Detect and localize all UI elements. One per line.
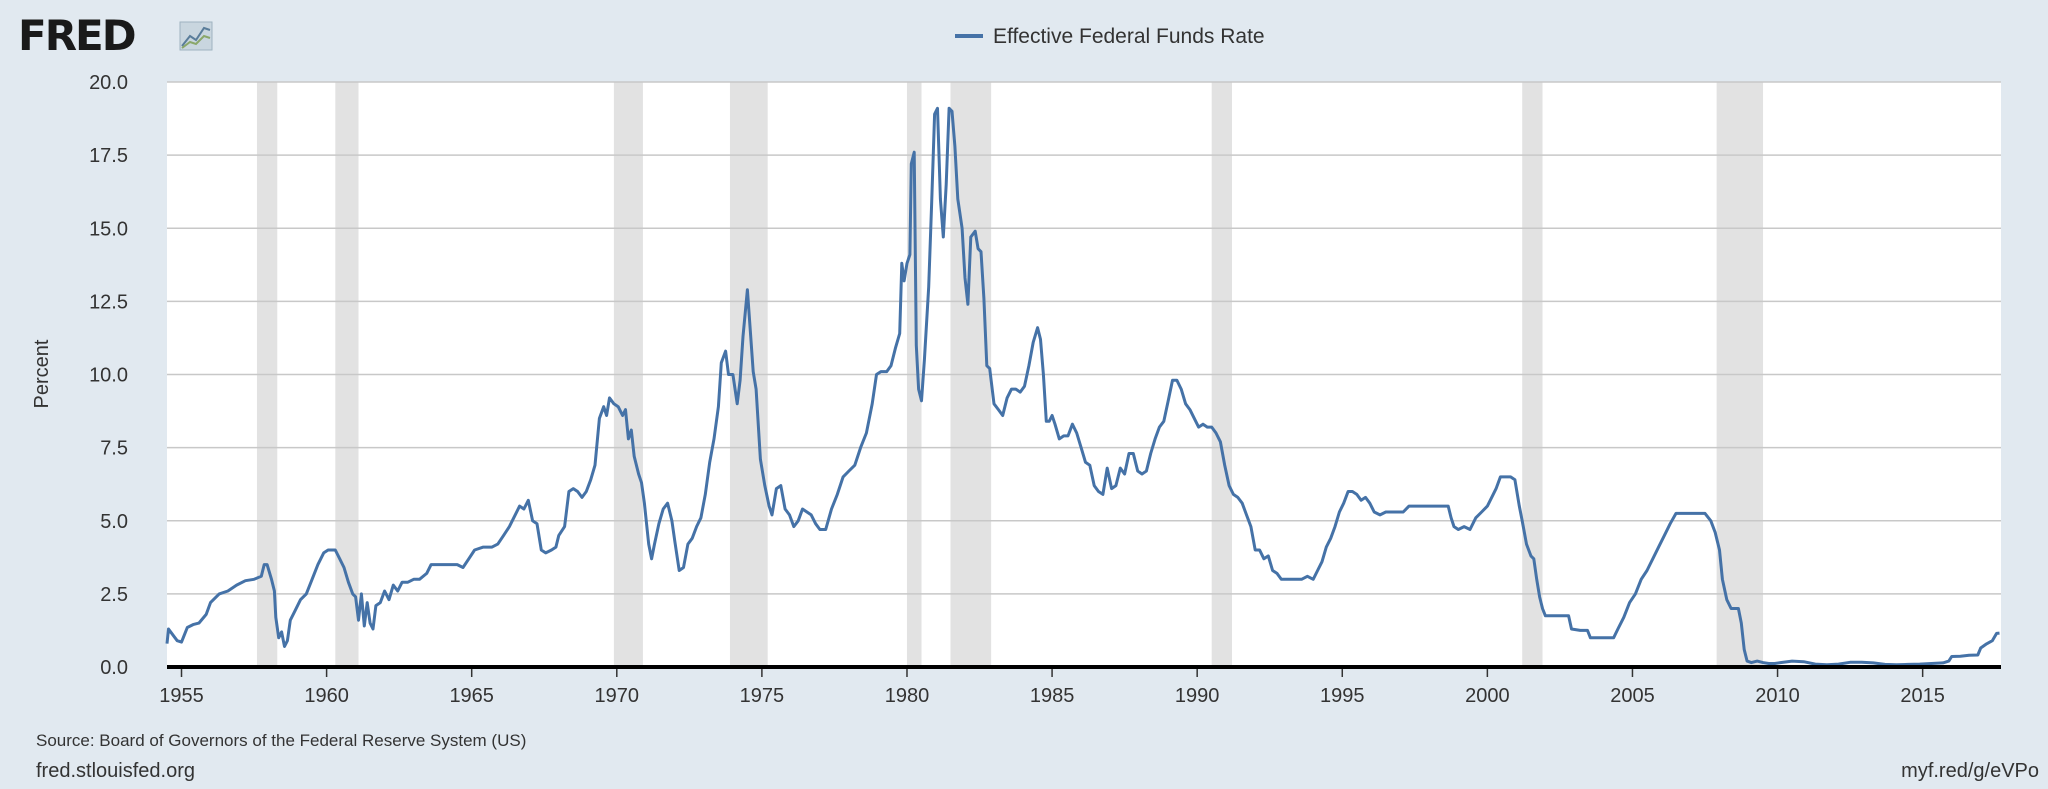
legend: Effective Federal Funds Rate — [955, 25, 1265, 48]
y-tick-label: 7.5 — [100, 438, 128, 460]
logo-wordmark: FRED — [18, 11, 137, 60]
y-tick-label: 12.5 — [89, 291, 128, 313]
source-note: Source: Board of Governors of the Federa… — [36, 731, 527, 750]
x-tick-label: 1990 — [1175, 685, 1220, 707]
line-chart-icon — [179, 21, 213, 51]
y-tick-label: 15.0 — [89, 218, 128, 240]
y-tick-label: 17.5 — [89, 145, 128, 167]
x-tick-label: 2005 — [1610, 685, 1655, 707]
y-axis-ticks: 0.0 2.5 5.0 7.5 10.0 12.5 15.0 17.5 20.0 — [89, 72, 128, 679]
x-tick-label: 1985 — [1030, 685, 1075, 707]
x-tick-label: 2010 — [1755, 685, 1800, 707]
fred-logo: FRED — [18, 11, 213, 60]
x-tick-label: 1975 — [740, 685, 785, 707]
y-tick-label: 5.0 — [100, 511, 128, 533]
gridlines — [167, 81, 2001, 595]
x-tick-label: 1980 — [885, 685, 930, 707]
y-tick-label: 10.0 — [89, 365, 128, 387]
y-tick-label: 20.0 — [89, 72, 128, 94]
x-tick-label: 1995 — [1320, 685, 1365, 707]
x-axis-ticks: 1955 1960 1965 1970 1975 1980 1985 1990 1995 2000… — [159, 667, 1945, 707]
site-link[interactable]: fred.stlouisfed.org — [36, 760, 195, 782]
x-tick-label: 1960 — [304, 685, 349, 707]
x-tick-label: 2000 — [1465, 685, 1510, 707]
x-tick-label: 1970 — [595, 685, 640, 707]
legend-label: Effective Federal Funds Rate — [993, 25, 1265, 48]
series-line — [165, 106, 2000, 667]
x-tick-label: 1955 — [159, 685, 204, 707]
x-tick-label: 1965 — [449, 685, 494, 707]
y-axis-title: Percent — [31, 339, 53, 408]
short-link[interactable]: myf.red/g/eVPo — [1901, 760, 2039, 782]
x-tick-label: 2015 — [1900, 685, 1945, 707]
y-tick-label: 2.5 — [100, 584, 128, 606]
y-tick-label: 0.0 — [100, 657, 128, 679]
